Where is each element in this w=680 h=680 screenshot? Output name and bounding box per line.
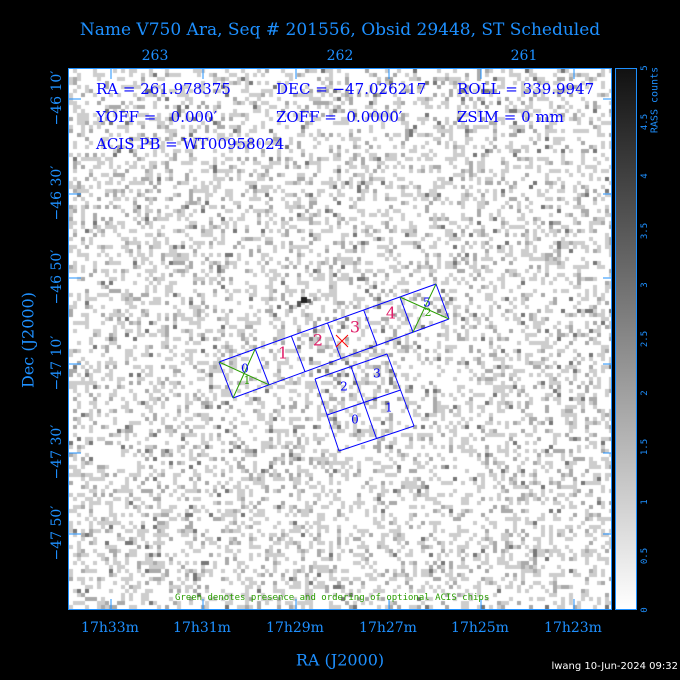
- acis-s-edge: [218, 361, 234, 399]
- info-acis-pb: ACIS PB = WT00958024: [96, 135, 285, 153]
- info-yoff: YOFF = 0.000′: [96, 108, 218, 126]
- acis-i-label: 0: [351, 413, 359, 427]
- colorbar-tick-label: 0: [640, 607, 650, 613]
- acis-s-chip-divider: [327, 322, 342, 359]
- bottom-tick-label: 17h29m: [266, 620, 324, 636]
- colorbar-tick-label: 1: [640, 498, 650, 505]
- top-tick-label: 263: [141, 48, 169, 64]
- acis-s-edge: [435, 283, 450, 320]
- info-dec: DEC = −47.026217: [276, 80, 427, 98]
- left-tick-label: −46 30′: [49, 165, 65, 221]
- left-tick-label: −47 50′: [49, 505, 65, 561]
- top-tick-label: 262: [326, 48, 354, 64]
- colorbar-label: RASS counts: [649, 66, 661, 134]
- acis-s-label: 1: [278, 344, 288, 363]
- left-tick-label: −46 50′: [49, 249, 65, 305]
- bottom-tick-label: 17h31m: [173, 620, 231, 636]
- acis-s-label: 4: [386, 304, 396, 323]
- left-tick-label: −47 10′: [49, 335, 65, 391]
- info-zsim: ZSIM = 0 mm: [457, 108, 564, 126]
- acis-s-label: 3: [350, 318, 360, 337]
- timestamp: lwang 10-Jun-2024 09:32: [551, 661, 678, 672]
- colorbar-tick-label: 0.5: [640, 547, 650, 564]
- target-marker: [335, 334, 349, 348]
- colorbar-tick-label: 4: [640, 173, 650, 180]
- acis-s-label: 0: [241, 362, 249, 376]
- acis-s-label: 5: [423, 296, 431, 310]
- colorbar-tick-label: 5: [640, 65, 650, 71]
- acis-s-chip-divider: [363, 309, 378, 346]
- acis-s-chip-divider: [290, 335, 306, 372]
- info-ra: RA = 261.978375: [96, 80, 231, 98]
- colorbar-tick-label: 2: [640, 390, 650, 396]
- info-roll: ROLL = 339.9947: [457, 80, 595, 98]
- acis-s-chip-divider: [399, 296, 414, 333]
- bottom-tick-label: 17h23m: [544, 620, 602, 636]
- optional-chip-cross: [232, 348, 256, 399]
- colorbar-tick-label: 4.5: [640, 114, 650, 131]
- info-zoff: ZOFF = 0.0000′: [276, 108, 403, 126]
- colorbar-tick-label: 2.5: [640, 330, 650, 348]
- optional-chip-label: 1: [244, 374, 251, 387]
- x-axis-label: RA (J2000): [295, 650, 385, 670]
- optional-chips-note: Green denotes presence and ordering of o…: [175, 593, 490, 603]
- colorbar-tick-label: 3.5: [640, 222, 650, 239]
- top-tick-label: 261: [510, 48, 538, 64]
- colorbar-tick-label: 3: [640, 282, 650, 288]
- acis-i-label: 1: [385, 401, 393, 415]
- bottom-tick-label: 17h27m: [359, 620, 417, 636]
- bottom-tick-label: 17h25m: [451, 620, 509, 636]
- y-axis-label: Dec (J2000): [18, 292, 38, 388]
- colorbar: [615, 68, 637, 610]
- acis-s-label: 2: [313, 331, 323, 350]
- left-tick-label: −47 30′: [49, 424, 65, 480]
- acis-i-divider: [326, 389, 401, 416]
- optional-chip-label: 2: [425, 306, 432, 319]
- colorbar-tick-label: 1.5: [640, 439, 650, 456]
- acis-i-label: 3: [373, 367, 381, 381]
- chart-title: Name V750 Ara, Seq # 201556, Obsid 29448…: [79, 20, 601, 40]
- optional-chip-cross: [412, 283, 437, 333]
- acis-i-label: 2: [340, 380, 348, 394]
- acis-s-chip-divider: [254, 348, 270, 386]
- bottom-tick-label: 17h33m: [81, 620, 139, 636]
- left-tick-label: −46 10′: [49, 70, 65, 126]
